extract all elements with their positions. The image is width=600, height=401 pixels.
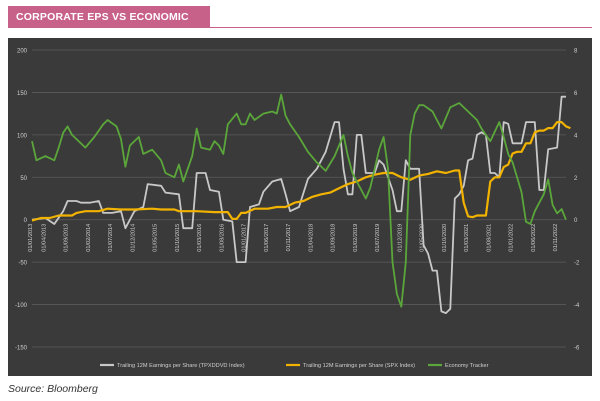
x-tick-label: 01/11/2022	[553, 224, 559, 252]
y2-tick-label: -2	[574, 261, 580, 267]
x-tick-label: 01/03/2021	[464, 224, 470, 252]
series-line	[31, 121, 571, 222]
source-note: Source: Bloomberg	[8, 383, 98, 395]
legend: Trailing 12M Earnings per Share (TPXDDVD…	[100, 363, 489, 369]
x-tick-label: 01/11/2017	[286, 224, 292, 252]
x-tick-label: 01/10/2015	[175, 224, 181, 252]
y-tick-label: -150	[15, 346, 28, 352]
x-tick-label: 01/02/2019	[353, 224, 359, 252]
left-axis: -150 -100 -50 0 50 100 150 200	[15, 49, 28, 352]
y2-tick-label: -4	[574, 303, 580, 309]
series-lines	[31, 93, 571, 314]
grid-lines	[32, 49, 566, 348]
x-tick-label: 01/07/2019	[375, 224, 381, 252]
x-tick-label: 01/06/2017	[264, 224, 270, 252]
y2-tick-label: 2	[574, 176, 578, 182]
legend-label: Economy Tracker	[445, 363, 489, 369]
legend-label: Trailing 12M Earnings per Share (TPXDDVD…	[117, 363, 245, 369]
x-tick-label: 01/04/2018	[308, 224, 314, 252]
x-tick-label: 01/06/2022	[531, 224, 537, 252]
series-line	[31, 93, 567, 308]
chart-title: CORPORATE EPS VS ECONOMIC ACTIVITY	[8, 6, 210, 45]
header-rule	[210, 27, 592, 28]
y2-tick-label: 8	[574, 49, 578, 55]
x-tick-label: 01/09/2018	[331, 224, 337, 252]
right-axis: -6 -4 -2 0 2 4 6 8	[574, 49, 580, 352]
y-tick-label: 50	[20, 176, 27, 182]
y2-tick-label: 4	[574, 133, 578, 139]
x-tick-label: 01/10/2020	[442, 224, 448, 252]
x-axis: 01/01/2013 01/04/2013 01/09/2013 01/02/2014…	[28, 224, 559, 252]
y2-tick-label: 0	[574, 218, 578, 224]
x-tick-label: 01/02/2014	[86, 224, 92, 252]
y-tick-label: 150	[17, 91, 28, 97]
y-tick-label: 0	[24, 218, 28, 224]
y-tick-label: 200	[17, 49, 28, 55]
series-line	[31, 95, 566, 314]
x-tick-label: 01/01/2013	[28, 224, 34, 252]
y2-tick-label: 6	[574, 91, 578, 97]
x-tick-label: 01/07/2014	[108, 224, 114, 252]
x-tick-label: 01/01/2022	[509, 224, 515, 252]
chart-svg: -150 -100 -50 0 50 100 150 200 -6 -4 -2 0 2 4 6 8 01/0…	[15, 49, 580, 370]
x-tick-label: 01/12/2014	[130, 224, 136, 252]
y-tick-label: -50	[18, 261, 27, 267]
x-tick-label: 01/05/2015	[153, 224, 159, 252]
x-tick-label: 01/08/2016	[219, 224, 225, 252]
x-tick-label: 01/01/2017	[242, 224, 248, 252]
legend-label: Trailing 12M Earnings per Share (SPX Ind…	[303, 363, 415, 369]
chart-panel: -150 -100 -50 0 50 100 150 200 -6 -4 -2 0 2 4 6 8 01/0…	[8, 38, 592, 376]
y-tick-label: -100	[15, 303, 28, 309]
x-tick-label: 01/03/2016	[197, 224, 203, 252]
x-tick-label: 01/08/2021	[486, 224, 492, 252]
x-tick-label: 01/04/2013	[41, 224, 47, 252]
x-tick-label: 01/09/2013	[64, 224, 70, 252]
y-tick-label: 100	[17, 133, 28, 139]
x-tick-label: 01/12/2019	[397, 224, 403, 252]
y2-tick-label: -6	[574, 346, 580, 352]
